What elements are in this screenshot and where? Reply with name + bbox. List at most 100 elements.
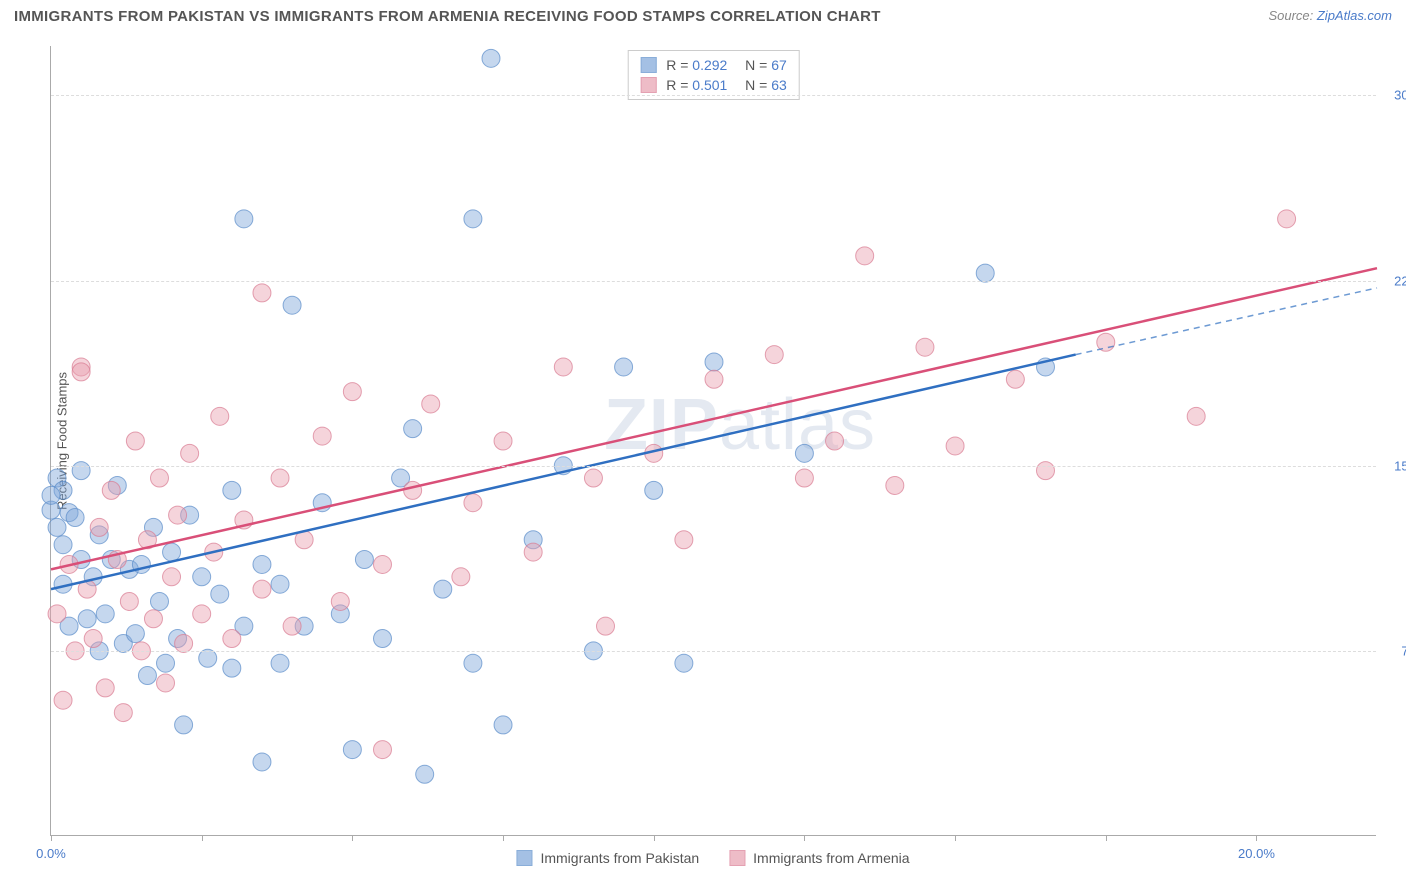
data-point: [253, 284, 271, 302]
legend-label: Immigrants from Armenia: [753, 850, 909, 866]
trend-line: [51, 355, 1076, 590]
data-point: [464, 654, 482, 672]
data-point: [150, 469, 168, 487]
legend-item: Immigrants from Pakistan: [516, 850, 699, 866]
legend-swatch: [729, 850, 745, 866]
data-point: [976, 264, 994, 282]
chart-container: Receiving Food Stamps ZIPatlas R = 0.292…: [50, 46, 1376, 836]
data-point: [175, 716, 193, 734]
data-point: [223, 659, 241, 677]
source-link[interactable]: ZipAtlas.com: [1317, 8, 1392, 23]
data-point: [54, 536, 72, 554]
n-value: N = 67: [737, 57, 786, 73]
data-point: [150, 592, 168, 610]
data-point: [120, 592, 138, 610]
chart-source: Source: ZipAtlas.com: [1268, 8, 1392, 23]
data-point: [494, 432, 512, 450]
data-point: [102, 481, 120, 499]
data-point: [72, 462, 90, 480]
x-tick: [1256, 835, 1257, 841]
data-point: [42, 486, 60, 504]
y-tick-label: 15.0%: [1394, 458, 1406, 473]
data-point: [404, 420, 422, 438]
data-point: [253, 555, 271, 573]
data-point: [331, 592, 349, 610]
data-point: [416, 765, 434, 783]
data-point: [554, 358, 572, 376]
data-point: [597, 617, 615, 635]
data-point: [343, 741, 361, 759]
data-point: [96, 605, 114, 623]
data-point: [271, 575, 289, 593]
n-value: N = 63: [737, 77, 786, 93]
series-legend: Immigrants from Pakistan Immigrants from …: [516, 850, 909, 866]
legend-item: Immigrants from Armenia: [729, 850, 909, 866]
data-point: [163, 568, 181, 586]
legend-label: Immigrants from Pakistan: [540, 850, 699, 866]
data-point: [916, 338, 934, 356]
data-point: [90, 518, 108, 536]
data-point: [313, 427, 331, 445]
x-tick: [1106, 835, 1107, 841]
x-tick: [51, 835, 52, 841]
r-value: R = 0.292: [666, 57, 727, 73]
data-point: [705, 370, 723, 388]
x-tick: [955, 835, 956, 841]
data-point: [283, 296, 301, 314]
source-prefix: Source:: [1268, 8, 1316, 23]
data-point: [223, 481, 241, 499]
data-point: [211, 407, 229, 425]
legend-row: R = 0.501 N = 63: [640, 75, 787, 95]
data-point: [374, 741, 392, 759]
grid-line: [51, 651, 1376, 652]
data-point: [283, 617, 301, 635]
data-point: [114, 704, 132, 722]
data-point: [343, 383, 361, 401]
legend-swatch: [640, 77, 656, 93]
data-point: [524, 543, 542, 561]
data-point: [675, 531, 693, 549]
correlation-legend: R = 0.292 N = 67 R = 0.501 N = 63: [627, 50, 800, 100]
data-point: [422, 395, 440, 413]
data-point: [96, 679, 114, 697]
data-point: [72, 363, 90, 381]
data-point: [765, 346, 783, 364]
grid-line: [51, 95, 1376, 96]
data-point: [795, 444, 813, 462]
data-point: [675, 654, 693, 672]
data-point: [211, 585, 229, 603]
data-point: [157, 654, 175, 672]
r-value: R = 0.501: [666, 77, 727, 93]
chart-header: IMMIGRANTS FROM PAKISTAN VS IMMIGRANTS F…: [0, 0, 1406, 29]
data-point: [144, 610, 162, 628]
data-point: [181, 444, 199, 462]
data-point: [157, 674, 175, 692]
data-point: [826, 432, 844, 450]
legend-swatch: [640, 57, 656, 73]
data-point: [138, 667, 156, 685]
data-point: [48, 518, 66, 536]
x-tick: [654, 835, 655, 841]
x-tick: [804, 835, 805, 841]
data-point: [235, 210, 253, 228]
data-point: [404, 481, 422, 499]
data-point: [84, 630, 102, 648]
data-point: [482, 49, 500, 67]
x-tick-label: 0.0%: [36, 846, 66, 861]
data-point: [54, 691, 72, 709]
data-point: [193, 605, 211, 623]
data-point: [615, 358, 633, 376]
x-tick: [202, 835, 203, 841]
data-point: [1037, 462, 1055, 480]
data-point: [452, 568, 470, 586]
trend-line-extrapolated: [1076, 288, 1377, 355]
data-point: [1278, 210, 1296, 228]
scatter-svg: [51, 46, 1376, 835]
data-point: [374, 555, 392, 573]
data-point: [271, 654, 289, 672]
data-point: [1006, 370, 1024, 388]
data-point: [78, 610, 96, 628]
data-point: [163, 543, 181, 561]
data-point: [856, 247, 874, 265]
data-point: [126, 625, 144, 643]
